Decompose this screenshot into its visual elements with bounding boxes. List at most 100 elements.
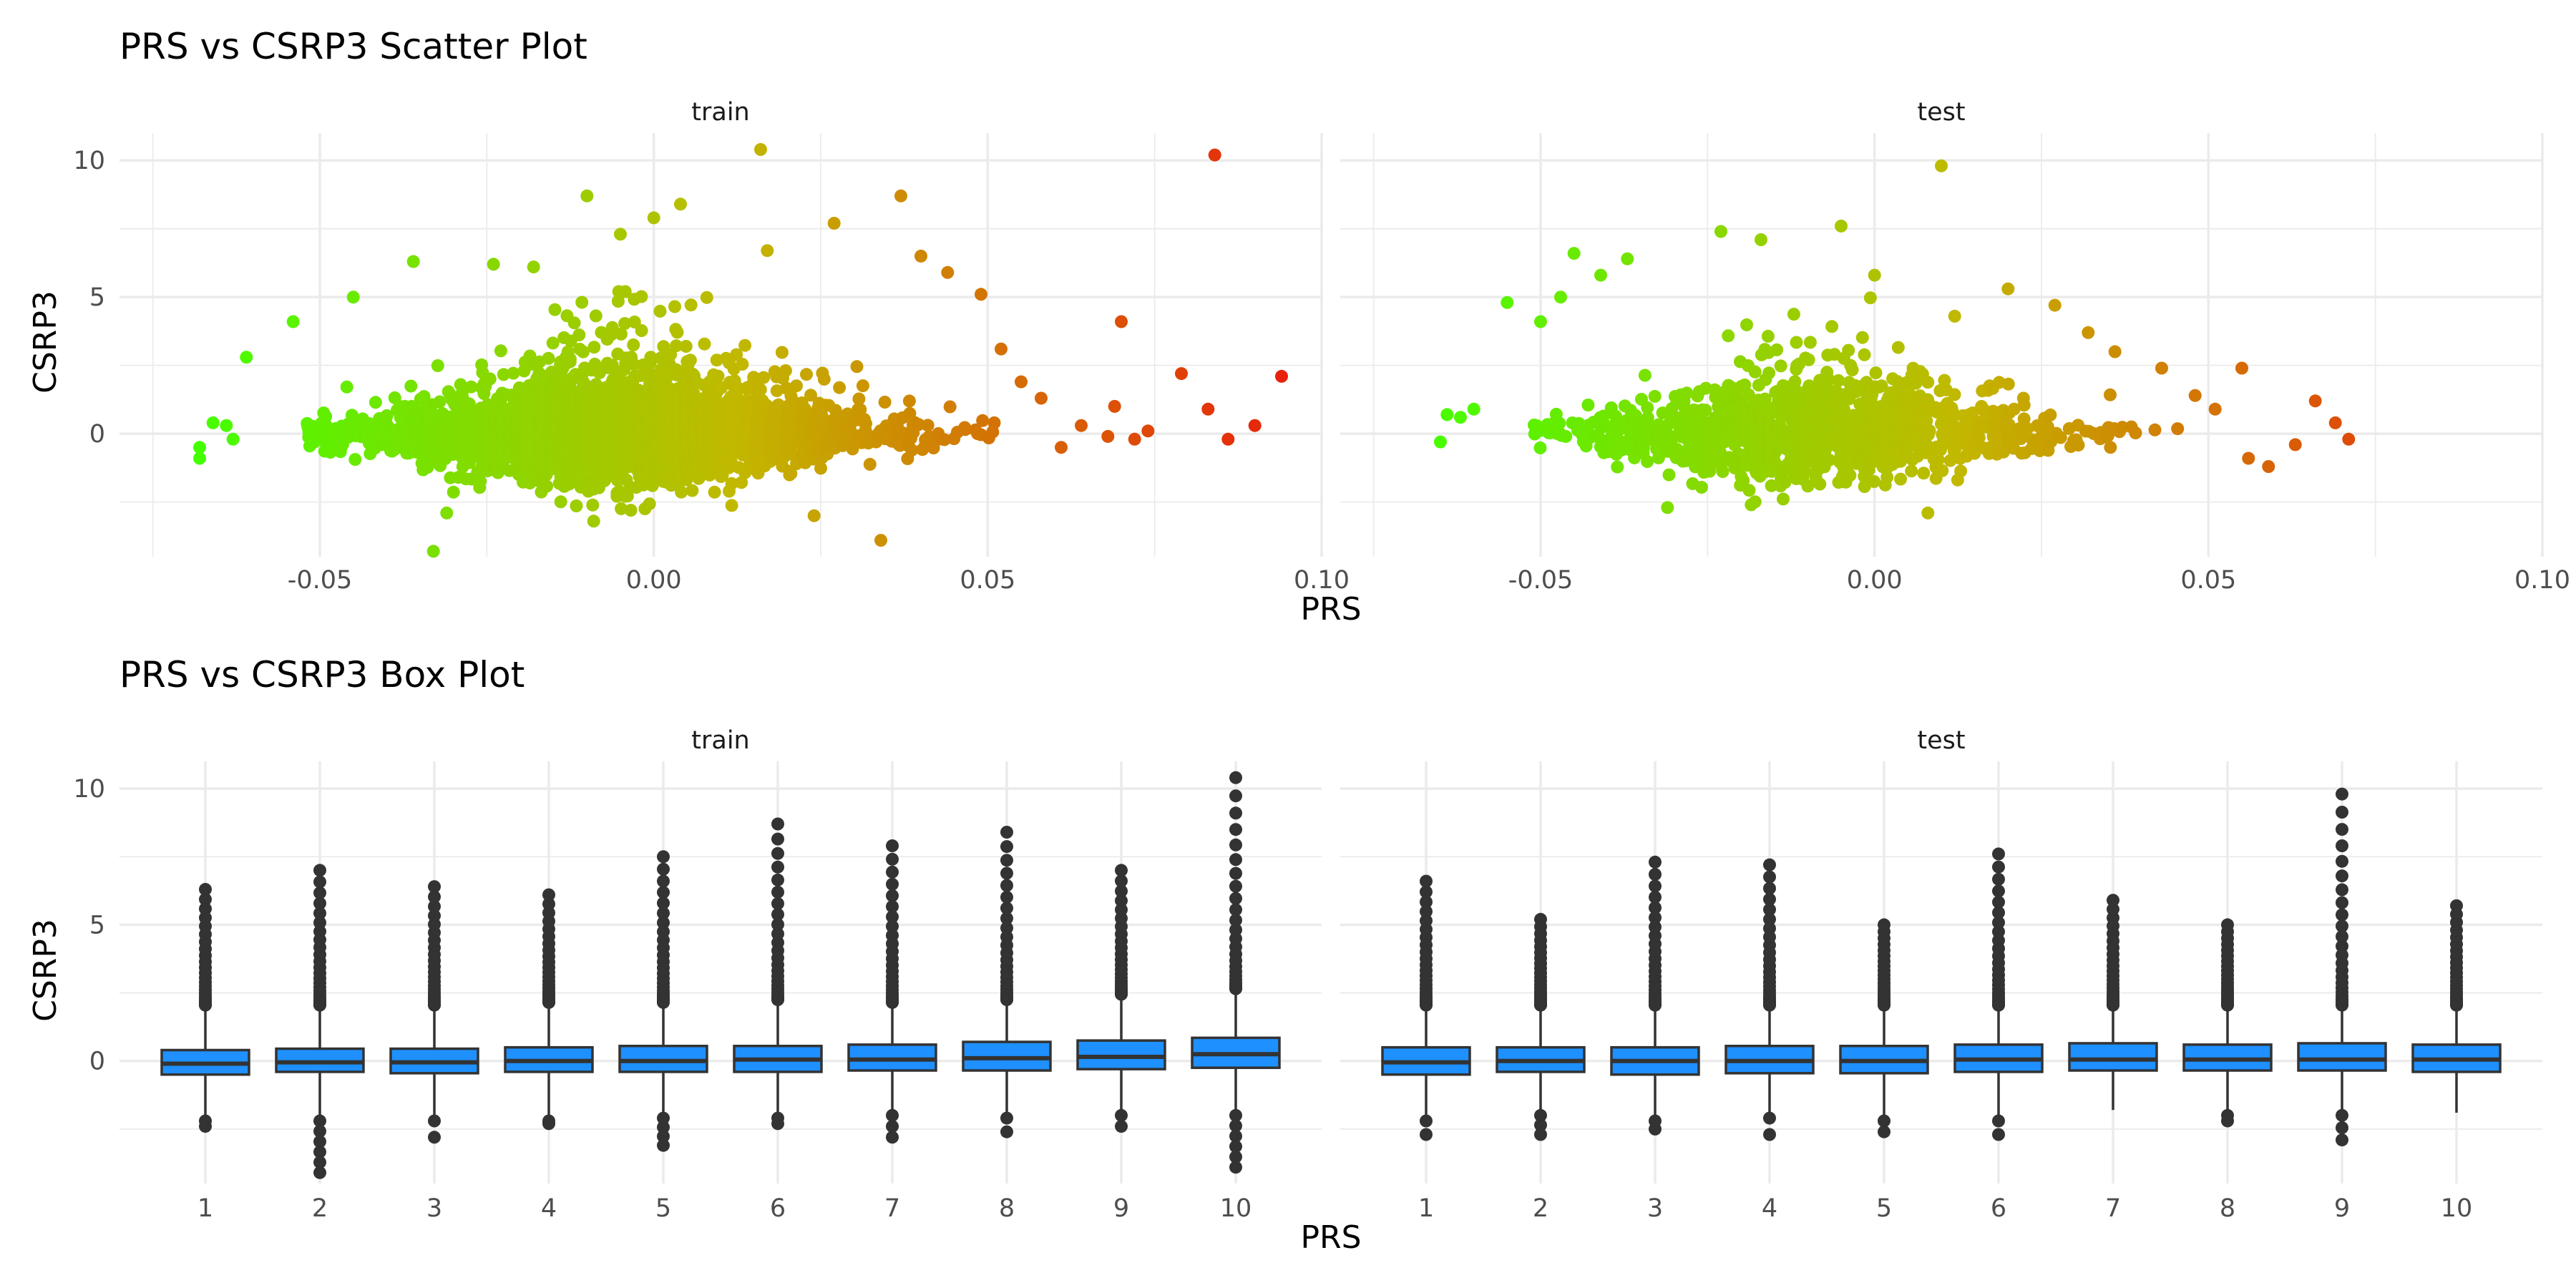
scatter-point [643, 497, 656, 511]
scatter-point [1275, 369, 1288, 383]
scatter-point [587, 341, 601, 354]
scatter-y-tick-label: 5 [89, 283, 105, 312]
boxplot-outlier [313, 1166, 326, 1179]
scatter-point [675, 485, 688, 499]
boxplot-outlier [1878, 918, 1890, 932]
boxplot-outlier [771, 873, 784, 887]
scatter-point [463, 456, 477, 469]
scatter-point [340, 380, 353, 394]
scatter-point [1936, 464, 1949, 477]
boxplot-outlier [2336, 1133, 2348, 1147]
boxplot-outlier [886, 865, 899, 879]
boxplot-outlier [2336, 896, 2348, 909]
scatter-point [738, 338, 752, 352]
scatter-point [790, 379, 803, 393]
scatter-point [856, 379, 869, 393]
boxplot-outlier [428, 880, 441, 894]
scatter-point [1790, 336, 1803, 349]
scatter-point [580, 189, 594, 203]
scatter-point [507, 366, 520, 380]
boxplot-title: PRS vs CSRP3 Box Plot [119, 654, 525, 696]
scatter-point [1559, 429, 1573, 443]
boxplot-x-tick-label: 5 [1876, 1194, 1892, 1223]
boxplot-outlier [657, 1138, 670, 1152]
scatter-point [540, 479, 554, 493]
boxplot-outlier [2336, 839, 2348, 852]
boxplot-outlier [1649, 868, 1662, 881]
boxplot-outlier [771, 897, 784, 910]
boxplot-x-tick-label: 6 [770, 1194, 786, 1223]
scatter-point [440, 506, 454, 519]
scatter-point [2108, 345, 2122, 358]
scatter-point [1534, 315, 1547, 328]
scatter-point [615, 502, 628, 515]
boxplot-outlier [2221, 918, 2234, 932]
scatter-point [2104, 388, 2117, 401]
boxplot-outlier [1534, 912, 1547, 926]
scatter-point [1055, 441, 1068, 454]
scatter-point [206, 416, 220, 429]
boxplot-x-tick-label: 10 [1220, 1194, 1252, 1223]
scatter-point [1141, 424, 1155, 438]
scatter-point [380, 409, 394, 422]
scatter-point [1825, 320, 1839, 333]
scatter-point [735, 476, 748, 489]
scatter-point [2104, 441, 2117, 454]
scatter-point [2342, 432, 2356, 446]
boxplot-outlier [1000, 826, 1013, 839]
boxplot-x-tick-label: 8 [999, 1194, 1015, 1223]
scatter-point [1662, 468, 1676, 482]
scatter-point [1467, 402, 1480, 416]
scatter-point [346, 291, 360, 304]
boxplot-outlier [1992, 884, 2005, 898]
boxplot-box [2068, 1042, 2158, 1072]
scatter-facet-label-train: train [691, 98, 749, 127]
boxplot-outlier [1649, 1122, 1662, 1136]
scatter-point [698, 337, 711, 351]
scatter-point [474, 474, 487, 488]
scatter-point [2262, 460, 2275, 473]
scatter-point [1921, 376, 1935, 389]
scatter-point [2148, 423, 2162, 436]
boxplot-outlier [657, 874, 670, 888]
scatter-point [563, 352, 577, 366]
boxplot-outlier [1000, 867, 1013, 880]
scatter-point [817, 372, 831, 386]
scatter-point [624, 504, 638, 517]
boxplot-outlier [1229, 892, 1242, 905]
scatter-point [447, 485, 460, 499]
scatter-point [567, 316, 581, 330]
scatter-point [1208, 148, 1221, 162]
scatter-point [772, 398, 786, 411]
boxplot-outlier [771, 860, 784, 874]
scatter-point [711, 369, 725, 383]
scatter-point [1845, 363, 1859, 376]
boxplot-outlier [1115, 864, 1128, 877]
scatter-point [921, 419, 935, 432]
boxplot-outlier [886, 1131, 899, 1144]
scatter-point [1648, 389, 1662, 403]
scatter-point [1716, 465, 1729, 478]
scatter-point [587, 514, 600, 528]
scatter-point [1761, 329, 1775, 343]
boxplot-x-tick-label: 4 [541, 1194, 557, 1223]
boxplot-outlier [1420, 874, 1433, 888]
boxplot-outlier [2336, 869, 2348, 883]
scatter-point [1777, 492, 1790, 506]
scatter-x-tick-label: -0.05 [1508, 566, 1574, 595]
scatter-point [1035, 391, 1048, 405]
scatter-point [1755, 233, 1767, 246]
scatter-x-tick-label: 0.05 [960, 566, 1015, 595]
scatter-point [941, 265, 955, 279]
scatter-title: PRS vs CSRP3 Scatter Plot [119, 26, 587, 67]
scatter-point [975, 288, 987, 301]
boxplot-outlier [657, 886, 670, 899]
scatter-point [1855, 331, 1869, 344]
boxplot-x-tick-label: 8 [2220, 1194, 2235, 1223]
scatter-point [943, 400, 957, 414]
scatter-point [1894, 472, 1908, 486]
scatter-point [406, 255, 420, 268]
scatter-point [193, 452, 206, 465]
scatter-point [1774, 359, 1787, 373]
scatter-point [2328, 416, 2342, 429]
